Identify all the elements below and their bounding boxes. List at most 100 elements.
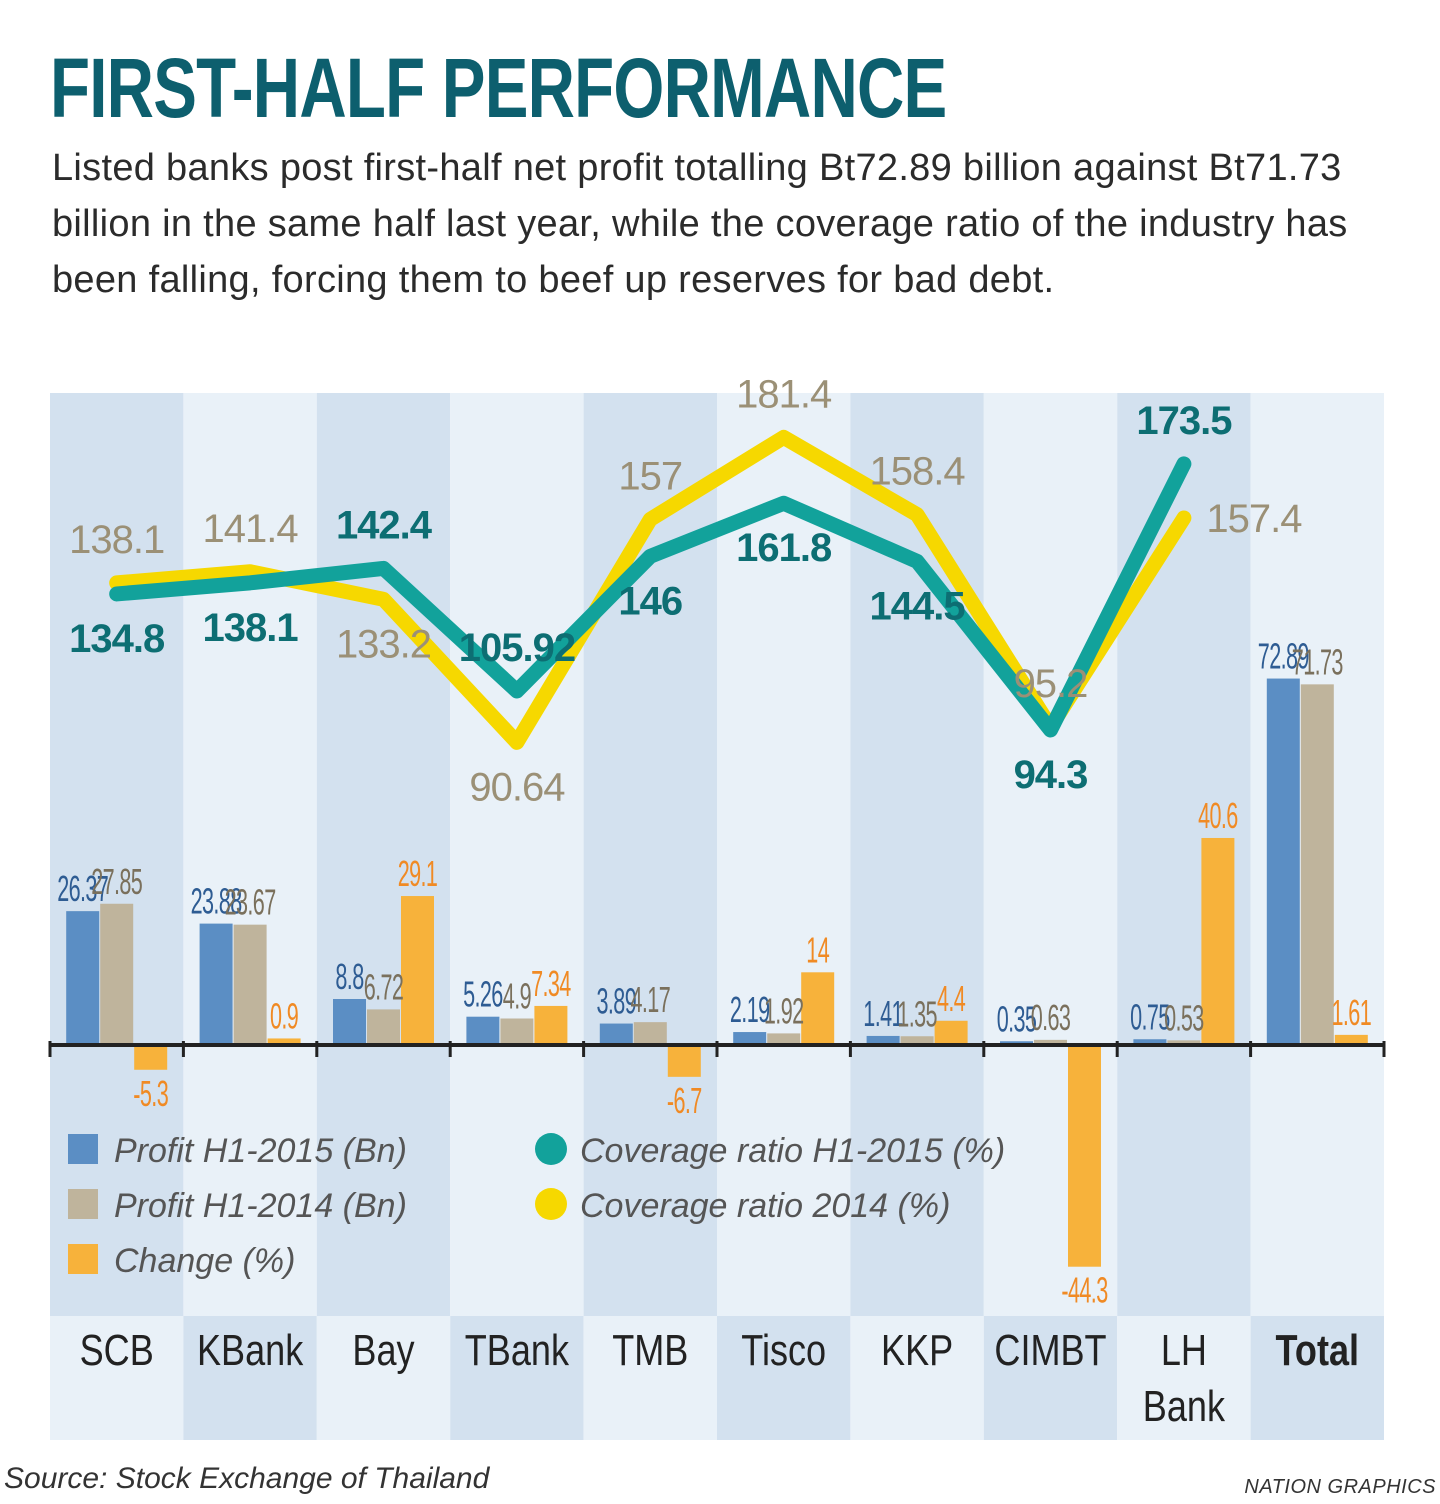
band-label-tmb bbox=[583, 1316, 717, 1440]
label-profit-h1-2014-bn-lh-bank: 0.53 bbox=[1164, 999, 1204, 1039]
bar-change-cimbt bbox=[1068, 1043, 1101, 1267]
label-profit-h1-2015-bn-scb: 26.37 bbox=[57, 870, 108, 910]
band-label-cimbt bbox=[983, 1316, 1118, 1440]
category-labels: SCB KBank Bay TBank TMB Tisco KKP CIMBT LH Bank To… bbox=[80, 1326, 1359, 1431]
legend-label: Coverage ratio 2014 (%) bbox=[580, 1187, 950, 1225]
band-label-scb bbox=[50, 1316, 184, 1440]
bar-change-bay bbox=[401, 896, 434, 1043]
band-bay bbox=[316, 393, 451, 1316]
legend-item-profit-h1-2015-bn: Profit H1-2015 (Bn) bbox=[68, 1132, 407, 1170]
band-label-total bbox=[1250, 1316, 1384, 1440]
legend-label: Coverage ratio H1-2015 (%) bbox=[580, 1132, 1005, 1170]
label-coverage-ratio-2014-kbank: 141.4 bbox=[203, 507, 299, 551]
legend-label: Profit H1-2015 (Bn) bbox=[114, 1132, 407, 1170]
label-coverage-ratio-2014-tmb: 157 bbox=[618, 454, 682, 498]
legend-item-profit-h1-2014-bn: Profit H1-2014 (Bn) bbox=[68, 1187, 407, 1225]
bar-profit-h1-2015-bn-lh-bank bbox=[1133, 1039, 1167, 1043]
bar-profit-h1-2015-bn-total bbox=[1266, 678, 1300, 1043]
label-profit-h1-2014-bn-kbank: 23.67 bbox=[225, 883, 276, 923]
label-change-tisco: 14 bbox=[806, 931, 829, 971]
label-coverage-ratio-h1-2015-lh-bank: 173.5 bbox=[1136, 399, 1232, 443]
bar-change-tbank bbox=[534, 1005, 568, 1043]
legend-label: Change (%) bbox=[114, 1242, 295, 1280]
band-label-kkp bbox=[850, 1316, 984, 1440]
coverage-lines bbox=[109, 429, 1192, 750]
label-coverage-ratio-h1-2015-cimbt: 94.3 bbox=[1014, 753, 1088, 797]
label-profit-h1-2015-bn-tbank: 5.26 bbox=[463, 975, 503, 1015]
label-coverage-ratio-2014-cimbt: 95.2 bbox=[1014, 662, 1088, 706]
x-axis bbox=[48, 1041, 1386, 1057]
label-change-scb: -5.3 bbox=[133, 1074, 168, 1114]
chart-title: FIRST-HALF PERFORMANCE bbox=[50, 41, 947, 135]
bar-change-lh-bank bbox=[1201, 837, 1235, 1043]
label-profit-h1-2015-bn-total: 72.89 bbox=[1258, 637, 1309, 677]
label-coverage-ratio-h1-2015-kkp: 144.5 bbox=[870, 584, 966, 628]
band-label-lh-bank bbox=[1117, 1316, 1251, 1440]
band-tmb bbox=[583, 393, 717, 1316]
category-label-kkp: KKP bbox=[881, 1326, 953, 1375]
label-change-total: 1.61 bbox=[1331, 993, 1371, 1033]
legend-swatch bbox=[68, 1134, 98, 1164]
bar-profit-h1-2014-bn-bay bbox=[367, 1009, 400, 1043]
legend-label: Profit H1-2014 (Bn) bbox=[114, 1187, 407, 1225]
band-label-bay bbox=[316, 1316, 451, 1440]
category-label-tbank: TBank bbox=[465, 1326, 570, 1375]
bar-profit-h1-2014-bn-tisco bbox=[767, 1033, 801, 1043]
legend: Profit H1-2015 (Bn) Profit H1-2014 (Bn) Ch… bbox=[68, 1132, 1005, 1280]
chart-subtitle: Listed banks post first-half net profit … bbox=[52, 147, 1348, 301]
bar-series bbox=[66, 678, 1368, 1267]
band-label-kbank bbox=[183, 1316, 317, 1440]
label-change-tmb: -6.7 bbox=[667, 1081, 702, 1121]
label-change-lh-bank: 40.6 bbox=[1198, 796, 1238, 836]
label-profit-h1-2014-bn-tbank: 4.9 bbox=[503, 977, 531, 1017]
label-coverage-ratio-2014-kkp: 158.4 bbox=[870, 450, 966, 494]
band-kkp bbox=[850, 393, 984, 1316]
bar-profit-h1-2015-bn-tisco bbox=[733, 1032, 767, 1043]
label-profit-h1-2015-bn-lh-bank: 0.75 bbox=[1130, 998, 1170, 1038]
bar-change-kkp bbox=[934, 1020, 968, 1043]
label-profit-h1-2015-bn-cimbt: 0.35 bbox=[997, 1000, 1037, 1040]
label-coverage-ratio-h1-2015-bay: 142.4 bbox=[336, 503, 433, 547]
bar-profit-h1-2015-bn-bay bbox=[333, 999, 366, 1043]
bar-profit-h1-2014-bn-cimbt bbox=[1034, 1039, 1067, 1043]
legend-swatch bbox=[68, 1189, 98, 1219]
graphics-credit: NATION GRAPHICS bbox=[1244, 1476, 1436, 1498]
label-coverage-ratio-2014-lh-bank: 157.4 bbox=[1206, 497, 1302, 541]
bar-profit-h1-2015-bn-cimbt bbox=[1000, 1041, 1033, 1043]
legend-item-coverage-ratio-2014: Coverage ratio 2014 (%) bbox=[535, 1187, 950, 1225]
category-label-total: Total bbox=[1276, 1326, 1359, 1375]
label-coverage-ratio-h1-2015-scb: 134.8 bbox=[69, 617, 165, 661]
bar-change-total bbox=[1334, 1034, 1368, 1043]
bar-change-kbank bbox=[267, 1038, 301, 1043]
label-coverage-ratio-h1-2015-tmb: 146 bbox=[618, 579, 682, 623]
label-change-kbank: 0.9 bbox=[270, 997, 298, 1037]
label-profit-h1-2015-bn-bay: 8.8 bbox=[335, 957, 363, 997]
label-change-bay: 29.1 bbox=[398, 855, 438, 895]
category-label-cimbt: CIMBT bbox=[994, 1326, 1106, 1375]
label-profit-h1-2015-bn-kbank: 23.88 bbox=[191, 882, 242, 922]
label-change-cimbt: -44.3 bbox=[1061, 1271, 1107, 1311]
legend-swatch bbox=[535, 1188, 567, 1220]
legend-swatch bbox=[535, 1133, 567, 1165]
bar-profit-h1-2014-bn-kbank bbox=[233, 924, 267, 1043]
category-label-bay: Bay bbox=[352, 1326, 415, 1375]
bar-profit-h1-2015-bn-kkp bbox=[866, 1035, 900, 1043]
label-profit-h1-2014-bn-cimbt: 0.63 bbox=[1031, 998, 1071, 1038]
category-label-kbank: KBank bbox=[197, 1326, 304, 1375]
bar-change-tisco bbox=[801, 972, 835, 1043]
bar-change-scb bbox=[134, 1043, 168, 1070]
bar-profit-h1-2014-bn-scb bbox=[100, 903, 134, 1043]
category-label-tisco: Tisco bbox=[741, 1326, 826, 1375]
bar-change-tmb bbox=[667, 1043, 701, 1077]
bar-profit-h1-2015-bn-kbank bbox=[199, 923, 233, 1043]
label-coverage-ratio-2014-tbank: 90.64 bbox=[469, 765, 565, 809]
legend-item-coverage-ratio-h1-2015: Coverage ratio H1-2015 (%) bbox=[535, 1132, 1005, 1170]
band-tbank bbox=[450, 393, 584, 1316]
bar-profit-h1-2015-bn-scb bbox=[66, 911, 100, 1043]
label-coverage-ratio-2014-scb: 138.1 bbox=[69, 518, 164, 562]
bar-profit-h1-2015-bn-tmb bbox=[599, 1023, 633, 1043]
label-profit-h1-2015-bn-tmb: 3.89 bbox=[596, 982, 636, 1022]
label-profit-h1-2014-bn-bay: 6.72 bbox=[364, 968, 404, 1008]
